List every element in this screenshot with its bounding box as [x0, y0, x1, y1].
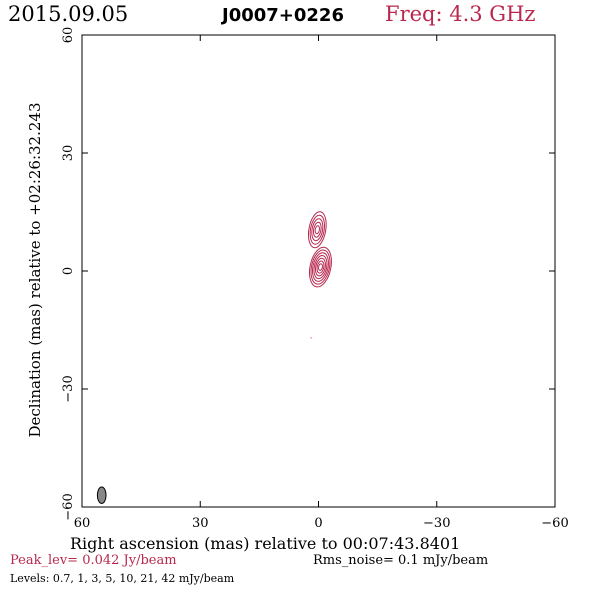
y-tick-label: 0 — [61, 267, 76, 275]
contour-group — [307, 211, 332, 339]
x-tick-label: −30 — [423, 516, 450, 531]
rms-noise: Rms_noise= 0.1 mJy/beam — [313, 553, 489, 568]
y-axis-label: Declination (mas) relative to +02:26:32.… — [26, 102, 44, 437]
x-tick-label: −60 — [541, 516, 568, 531]
contour-line — [312, 221, 322, 238]
y-tick-label: −60 — [61, 493, 76, 520]
contour-line — [309, 214, 325, 245]
peak-level: Peak_lev= 0.042 Jy/beam — [10, 553, 177, 568]
y-tick-label: 30 — [61, 145, 76, 162]
contour-line — [314, 225, 320, 235]
source-name: J0007+0226 — [222, 5, 344, 26]
y-tick-label: −30 — [61, 375, 76, 402]
contour-levels: Levels: 0.7, 1, 3, 5, 10, 21, 42 mJy/bea… — [10, 572, 235, 585]
contour-line — [310, 249, 331, 285]
contour-line — [314, 257, 326, 277]
contour-line — [317, 263, 323, 271]
frequency-label: Freq: 4.3 GHz — [385, 2, 536, 26]
y-tick-labels: 60 30 0 −30 −60 — [61, 27, 76, 521]
contour-line — [311, 218, 324, 242]
restoring-beam — [96, 486, 107, 504]
x-tick-label: 30 — [192, 516, 209, 531]
contour-line — [316, 260, 325, 274]
plot-frame — [81, 34, 556, 508]
x-tick-labels: 60 30 0 −30 −60 — [74, 516, 569, 531]
x-tick-label: 60 — [74, 516, 91, 531]
beam-group — [96, 486, 107, 504]
observation-date: 2015.09.05 — [8, 2, 129, 26]
x-tick-label: 0 — [314, 516, 322, 531]
contour-line — [309, 246, 332, 288]
x-axis-label: Right ascension (mas) relative to 00:07:… — [70, 534, 461, 553]
y-tick-label: 60 — [61, 27, 76, 44]
axis-ticks — [81, 34, 556, 508]
contour-line — [312, 252, 329, 282]
contour-line — [313, 255, 328, 280]
contour-line — [307, 211, 327, 249]
